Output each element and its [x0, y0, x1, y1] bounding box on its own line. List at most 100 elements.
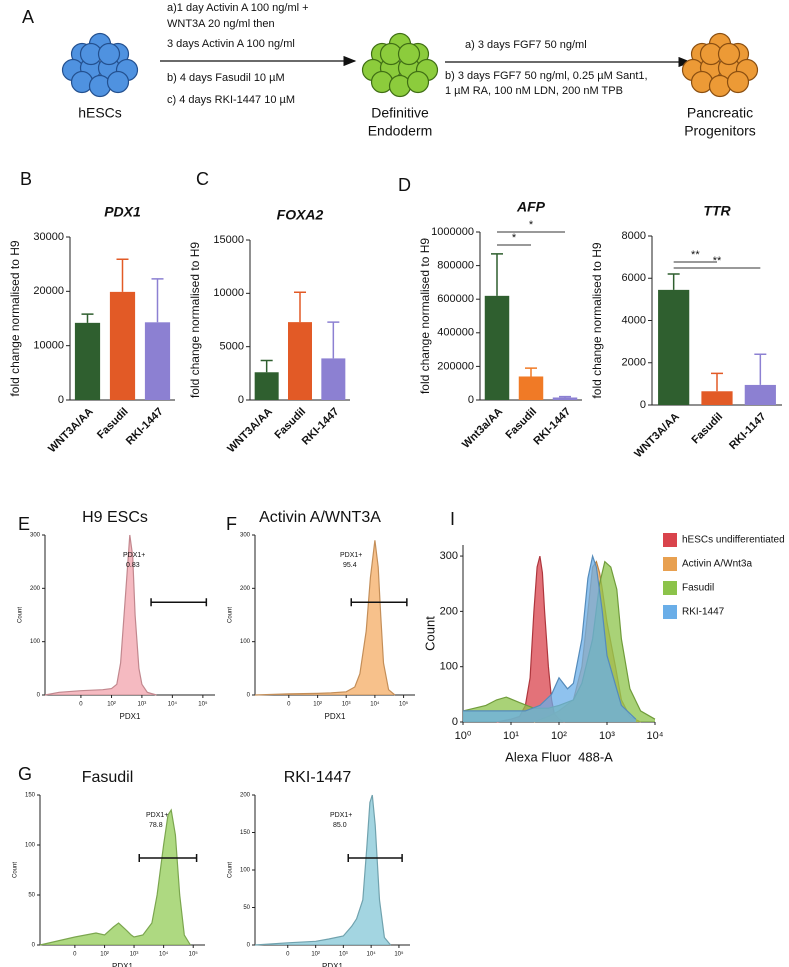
x-tick-label: 10¹	[503, 730, 519, 742]
gate-percent: 78.8	[149, 822, 163, 829]
x-tick-label: 10⁰	[455, 730, 472, 742]
cell	[726, 70, 750, 94]
gate-label: PDX1+	[340, 552, 362, 559]
bar	[658, 289, 690, 405]
y-tick-label: 0	[238, 394, 244, 406]
legend-label: RKI-1447	[682, 607, 725, 618]
x-axis-label: PDX1	[112, 962, 133, 967]
x-tick-label: 10⁴	[159, 951, 169, 958]
x-tick-label: RKI-1447	[300, 406, 342, 448]
x-axis-label: PDX1	[325, 712, 346, 721]
panel-label: B	[20, 169, 32, 189]
area-fill	[496, 556, 565, 722]
gate	[350, 598, 408, 607]
protocol-step: b) 4 days Fasudil 10 µM	[167, 72, 285, 84]
chart-title: RKI-1447	[284, 769, 352, 786]
protocol-step: a) 3 days FGF7 50 ng/ml	[465, 39, 587, 51]
error-bar	[667, 273, 680, 290]
y-tick-label: 0	[247, 943, 251, 949]
gate	[347, 854, 403, 862]
x-axis-label: PDX1	[120, 712, 141, 721]
x-tick-label: 10²	[100, 952, 109, 958]
y-tick-label: 10000	[213, 287, 244, 299]
cell	[70, 70, 94, 94]
chart-title: FOXA2	[277, 207, 324, 223]
x-axis-label: Alexa Fluor 488-A	[505, 749, 613, 764]
panel-label: G	[18, 764, 32, 784]
error-bar	[711, 372, 723, 392]
y-tick-label: 400000	[437, 327, 474, 339]
x-tick-label: 10²	[313, 702, 322, 708]
legend-label: Activin A/Wnt3a	[682, 559, 752, 570]
y-tick-label: 8000	[622, 230, 646, 242]
protocol-step: a)1 day Activin A 100 ng/ml +	[167, 2, 309, 14]
gate-percent: 95.4	[343, 562, 357, 569]
y-tick-label: 15000	[213, 234, 244, 246]
chart-title: AFP	[516, 199, 546, 215]
y-tick-label: 150	[240, 830, 251, 836]
y-tick-label: 0	[468, 394, 474, 406]
x-tick-label: 10⁵	[198, 701, 208, 708]
y-tick-label: 4000	[622, 314, 646, 326]
protocol-step: c) 4 days RKI-1447 10 µM	[167, 94, 295, 106]
error-bar	[294, 291, 306, 323]
gate-label: PDX1+	[123, 552, 145, 559]
x-tick-label: 10³	[130, 952, 139, 958]
cell-cluster	[61, 32, 139, 98]
y-tick-label: 0	[37, 693, 41, 699]
x-tick-label: 10⁴	[647, 730, 664, 742]
x-tick-label: 10³	[339, 952, 348, 958]
stage-label: Endoderm	[368, 123, 433, 139]
cell	[88, 74, 112, 98]
y-axis-label: Count	[228, 862, 234, 878]
y-tick-label: 6000	[622, 272, 646, 284]
area-fill	[463, 556, 636, 722]
y-tick-label: 0	[640, 399, 646, 411]
y-tick-label: 50	[28, 893, 35, 899]
cell	[406, 70, 430, 94]
protocol-step: 1 µM RA, 100 nM LDN, 200 nM TPB	[445, 85, 623, 97]
error-bar	[260, 359, 273, 373]
cell	[397, 42, 421, 66]
y-tick-label: 100	[240, 639, 251, 645]
y-tick-label: 2000	[622, 357, 646, 369]
y-tick-label: 150	[25, 793, 36, 799]
y-tick-label: 200000	[437, 360, 474, 372]
cell	[106, 70, 130, 94]
area-line	[463, 553, 637, 720]
y-tick-label: 100	[240, 868, 251, 874]
chart-title: H9 ESCs	[82, 509, 148, 526]
x-tick-label: 0	[287, 702, 291, 708]
panel-label: E	[18, 514, 30, 534]
y-tick-label: 300	[440, 550, 458, 562]
y-tick-label: 50	[243, 905, 250, 911]
y-tick-label: 200	[440, 605, 458, 617]
bar	[109, 291, 136, 400]
stage-label: Definitive	[371, 105, 429, 121]
y-tick-label: 100	[440, 661, 458, 673]
error-bar	[525, 367, 537, 377]
x-tick-label: 10⁴	[168, 701, 178, 708]
y-tick-label: 600000	[437, 293, 474, 305]
x-tick-label: Fasudil	[689, 411, 725, 447]
cell-cluster	[681, 32, 759, 98]
area-fill	[45, 535, 157, 695]
y-axis-label: fold change normalised to H9	[590, 242, 604, 398]
area-fill	[40, 810, 191, 945]
error-bar	[491, 253, 503, 296]
x-tick-label: Wnt3a/AA	[460, 406, 505, 451]
significance-label: **	[713, 255, 722, 267]
x-tick-label: WNT3A/AA	[632, 411, 682, 461]
y-tick-label: 20000	[33, 285, 64, 297]
bar	[288, 322, 312, 400]
error-bar	[116, 258, 129, 292]
legend-label: hESCs undifferentiated	[682, 535, 785, 546]
x-axis-label: PDX1	[322, 962, 343, 967]
x-tick-label: Fasudil	[95, 406, 131, 442]
stage-label: hESCs	[78, 105, 122, 121]
error-bar	[151, 278, 164, 323]
area-line	[44, 534, 157, 696]
axis	[254, 535, 415, 696]
gate	[138, 854, 198, 862]
stage-label: Pancreatic	[687, 105, 753, 121]
